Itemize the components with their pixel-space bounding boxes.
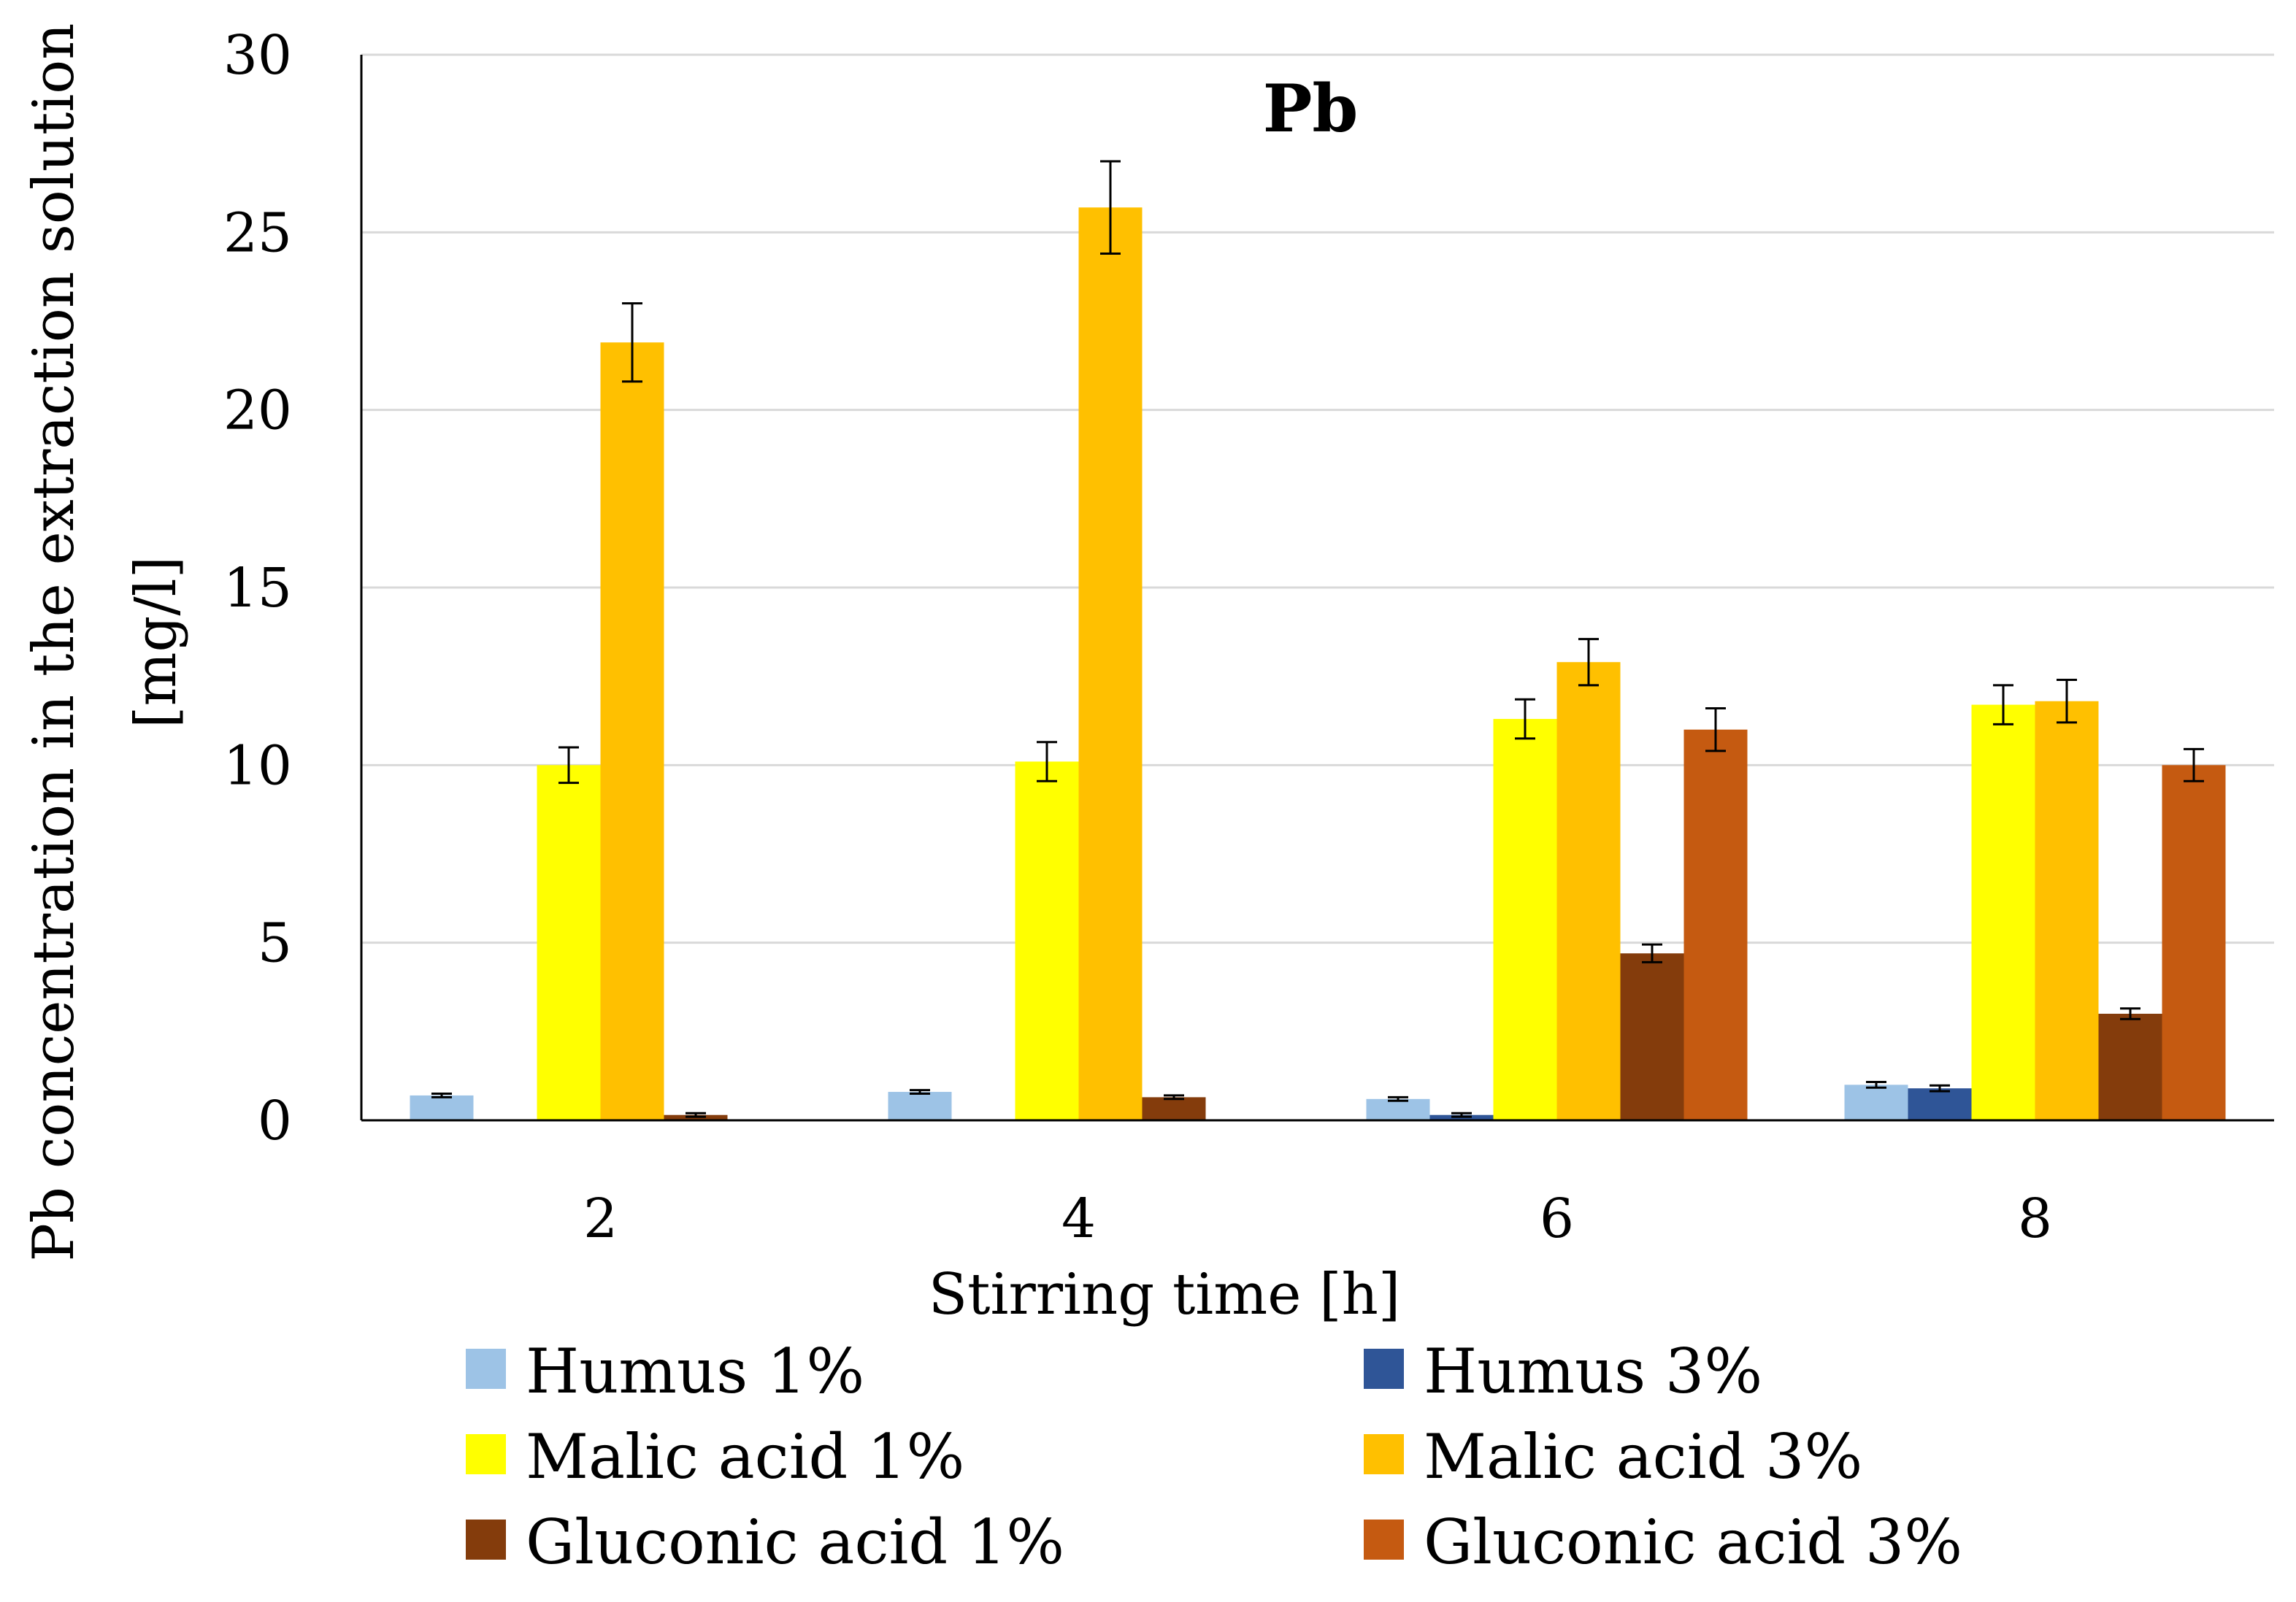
y-tick-label: 0	[258, 1090, 292, 1152]
bar	[1078, 207, 1143, 1121]
legend-label: Gluconic acid 1%	[526, 1506, 1064, 1578]
chart-title: Pb	[1263, 70, 1359, 147]
legend-label: Malic acid 1%	[526, 1421, 964, 1493]
y-tick-label: 5	[258, 912, 292, 975]
legend-swatch	[1364, 1520, 1404, 1560]
bar	[1015, 761, 1079, 1120]
x-tick-label: 8	[2018, 1187, 2052, 1250]
bar	[410, 1095, 474, 1120]
x-tick-label: 6	[1540, 1187, 1574, 1250]
legend-label: Humus 3%	[1424, 1336, 1762, 1407]
bar	[2162, 765, 2226, 1120]
y-tick-label: 15	[223, 557, 292, 620]
bar	[1142, 1097, 1206, 1120]
bars	[410, 207, 2226, 1121]
bar	[537, 765, 601, 1120]
bar	[1366, 1098, 1430, 1120]
x-tick-label: 2	[583, 1187, 618, 1250]
bar	[1620, 953, 1684, 1120]
y-tick-label: 10	[223, 734, 292, 797]
x-axis-label: Stirring time [h]	[929, 1262, 1401, 1328]
bar	[1971, 704, 2035, 1120]
bar	[1556, 662, 1621, 1120]
legend-label: Malic acid 3%	[1424, 1421, 1862, 1493]
bar	[2098, 1014, 2162, 1120]
legend-label: Humus 1%	[526, 1336, 864, 1407]
bar	[2035, 701, 2099, 1120]
legend-swatch	[466, 1520, 506, 1560]
legend-swatch	[466, 1434, 506, 1474]
bar	[1493, 719, 1557, 1120]
gridlines	[361, 53, 2274, 944]
bar	[600, 342, 664, 1121]
y-tick-label: 30	[223, 24, 292, 87]
y-tick-label: 20	[223, 380, 292, 442]
bar	[1908, 1088, 1972, 1120]
y-tick-labels: 0 5 10 15 20 25 30	[223, 24, 292, 1152]
bar	[1844, 1085, 1908, 1120]
x-tick-label: 4	[1061, 1187, 1096, 1250]
x-tick-labels: 2 4 6 8	[583, 1187, 2052, 1250]
legend: Humus 1% Humus 3% Malic acid 1% Malic acid …	[466, 1336, 1962, 1578]
legend-swatch	[466, 1349, 506, 1389]
y-tick-label: 25	[223, 201, 292, 264]
legend-label: Gluconic acid 3%	[1424, 1506, 1962, 1578]
y-axis-unit: [mg/l]	[123, 556, 189, 728]
error-bars	[431, 160, 2204, 1118]
bar	[888, 1092, 952, 1120]
bar	[1683, 729, 1748, 1120]
y-axis-label: Pb concentration in the extraction solut…	[21, 23, 87, 1262]
legend-swatch	[1364, 1349, 1404, 1389]
legend-swatch	[1364, 1434, 1404, 1474]
